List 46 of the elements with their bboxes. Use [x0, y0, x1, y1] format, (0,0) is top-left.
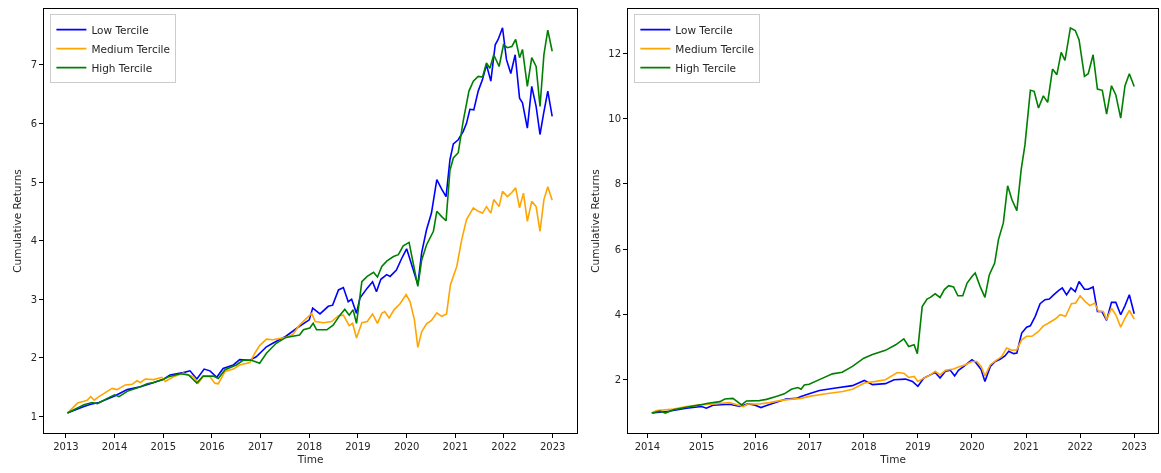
y-tick-label: 5 [30, 176, 37, 188]
x-tick-label: 2018 [296, 441, 323, 452]
y-tick-label: 2 [30, 352, 37, 364]
y-tick-label: 6 [614, 243, 621, 255]
y-tick-label: 1 [30, 411, 37, 423]
y-tick-label: 6 [30, 117, 37, 129]
x-tick-label: 2015 [688, 441, 715, 452]
y-tick-label: 8 [614, 178, 621, 190]
x-tick-label: 2021 [442, 441, 469, 452]
y-tick-label: 7 [30, 59, 37, 71]
y-tick-label: 4 [614, 308, 621, 320]
x-tick-label: 2022 [1067, 441, 1093, 452]
x-tick-label: 2023 [1121, 441, 1147, 452]
x-tick-label: 2017 [247, 441, 274, 452]
y-axis-title: Cumulative Returns [589, 169, 602, 273]
y-tick-label: 2 [614, 374, 621, 386]
legend-label: Low Tercile [675, 23, 733, 36]
x-tick-label: 2020 [393, 441, 420, 452]
legend-label: High Tercile [675, 61, 737, 74]
x-axis-title: Time [296, 452, 324, 465]
y-axis-title: Cumulative Returns [11, 169, 24, 273]
x-tick-label: 2020 [959, 441, 985, 452]
legend-label: Medium Tercile [675, 42, 754, 55]
y-tick-label: 12 [608, 47, 621, 59]
x-tick-label: 2018 [851, 441, 877, 452]
x-tick-label: 2015 [150, 441, 176, 452]
line-series [66, 185, 553, 414]
x-tick-label: 2023 [539, 441, 566, 452]
y-tick-label: 3 [30, 293, 37, 305]
x-tick-label: 2014 [101, 441, 128, 452]
x-tick-label: 2019 [345, 441, 371, 452]
x-tick-label: 2021 [1013, 441, 1039, 452]
x-tick-label: 2016 [199, 441, 225, 452]
x-axis-title: Time [879, 452, 906, 465]
legend-label: High Tercile [91, 61, 153, 74]
legend-label: Low Tercile [91, 23, 149, 36]
x-tick-label: 2016 [742, 441, 769, 452]
y-tick-label: 4 [30, 235, 37, 247]
x-tick-label: 2019 [905, 441, 931, 452]
x-tick-label: 2017 [796, 441, 823, 452]
y-tick-label: 10 [608, 112, 621, 124]
line-series [651, 27, 1135, 414]
x-tick-label: 2014 [634, 441, 661, 452]
x-tick-label: 2013 [53, 441, 79, 452]
x-tick-label: 2022 [491, 441, 517, 452]
legend-label: Medium Tercile [91, 42, 170, 55]
